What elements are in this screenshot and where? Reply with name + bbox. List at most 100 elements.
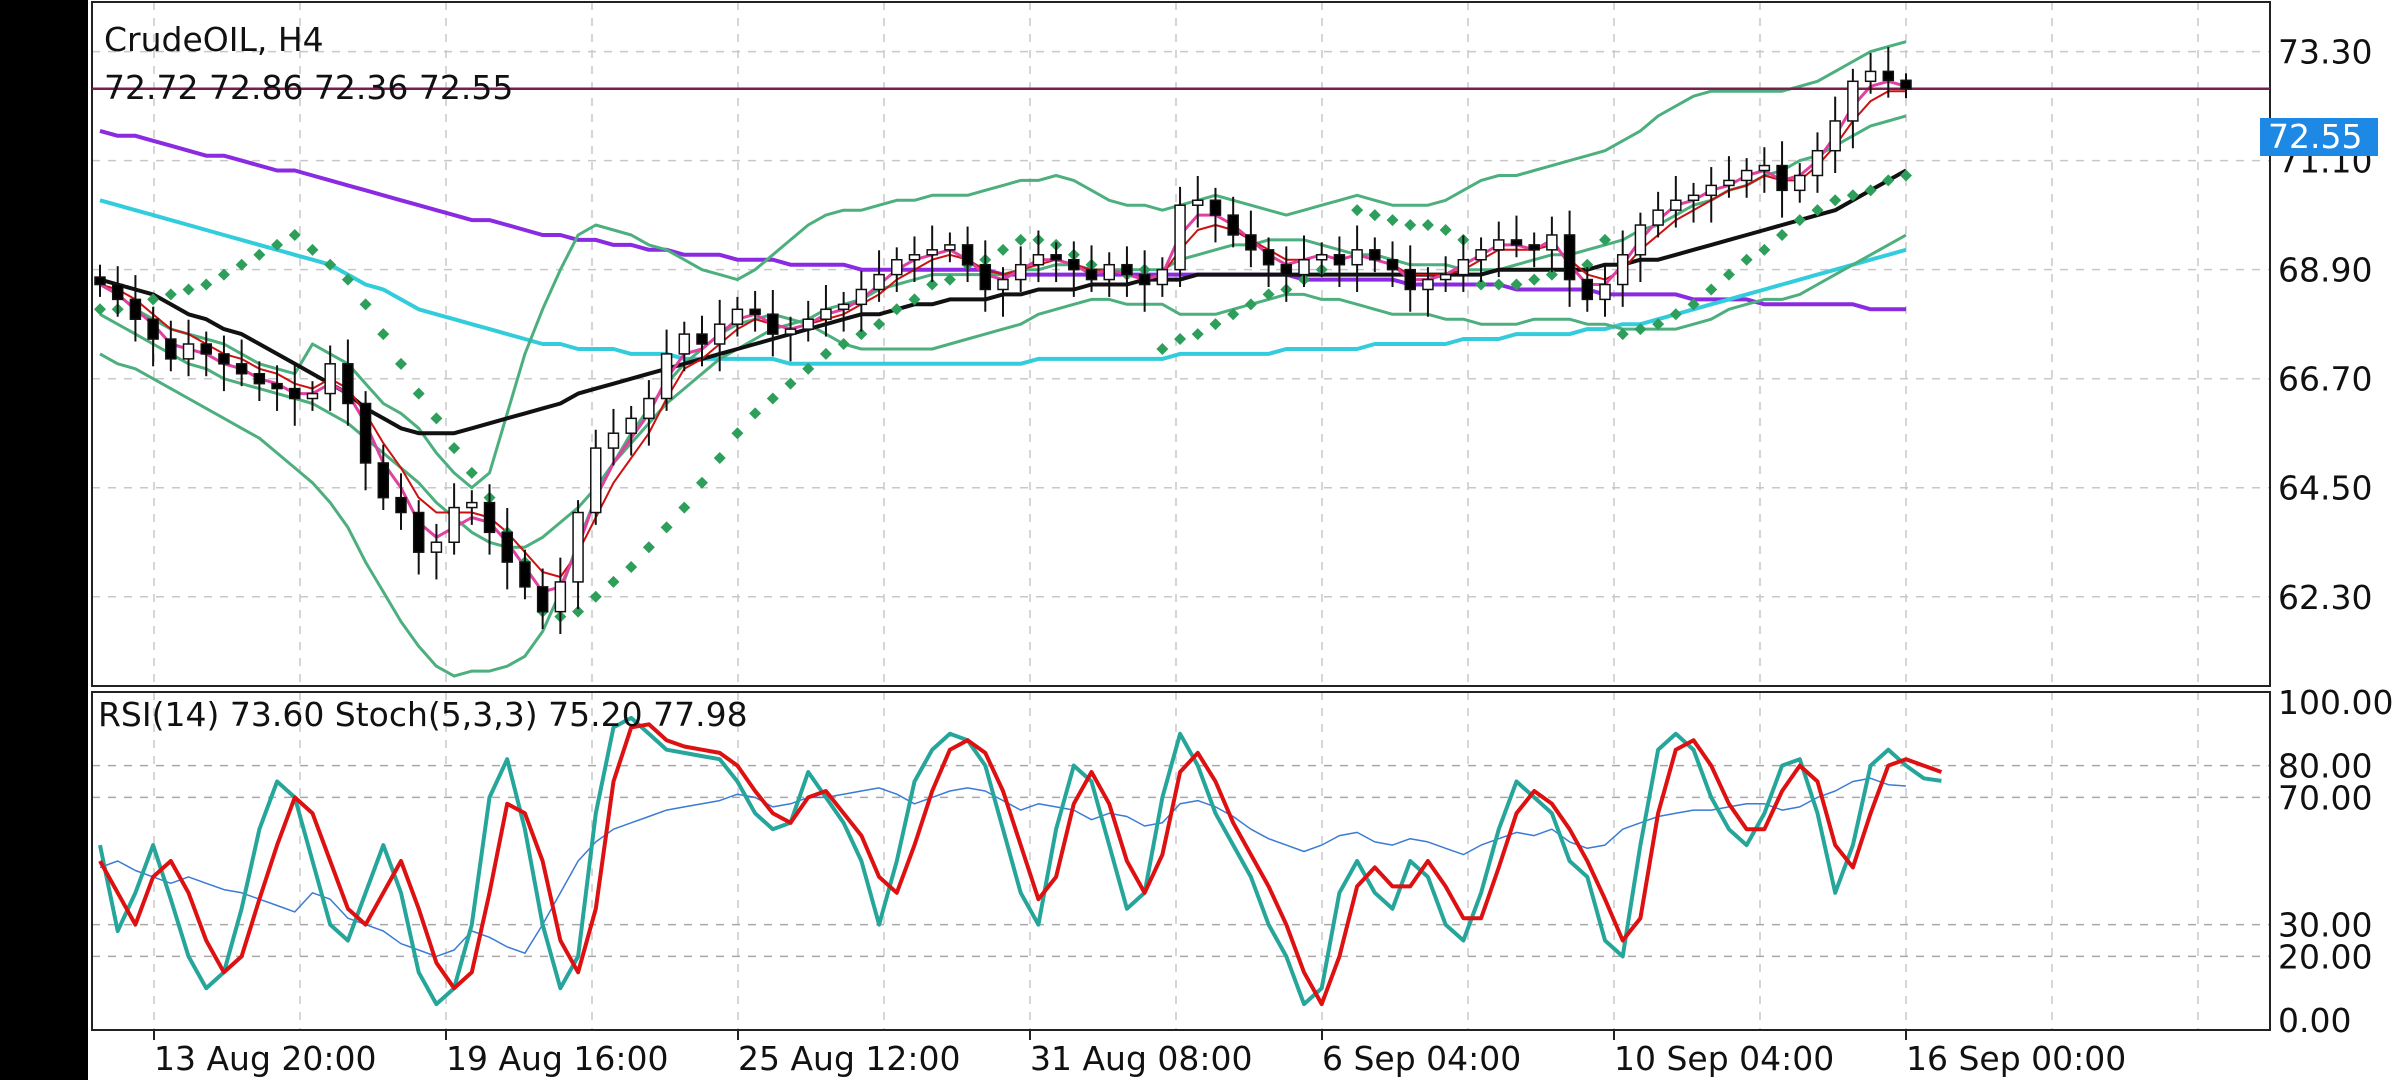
parabolic-sar-dot xyxy=(1581,258,1594,271)
candle-body xyxy=(1315,254,1328,261)
candle-body xyxy=(908,254,921,261)
candle-body xyxy=(430,541,443,553)
candle-body xyxy=(749,308,761,316)
parabolic-sar-dot xyxy=(1510,278,1523,291)
parabolic-sar-dot xyxy=(1722,268,1735,281)
candle-body xyxy=(1687,194,1700,202)
oscillator-tick-label: 100.00 xyxy=(2278,683,2393,722)
pink-fast-moving-average-line xyxy=(99,79,1907,594)
parabolic-sar-dot xyxy=(731,427,744,440)
price-tick-label: 68.90 xyxy=(2278,251,2372,290)
candle-body xyxy=(1404,268,1416,291)
main-panel-frame xyxy=(91,1,2271,687)
candle-body xyxy=(1705,184,1717,197)
candle-body xyxy=(1138,273,1151,286)
candle-body xyxy=(1528,244,1540,251)
candle-body xyxy=(1014,263,1027,281)
parabolic-sar-dot xyxy=(1368,209,1381,222)
parabolic-sar-dot xyxy=(1227,308,1240,321)
candle-body xyxy=(536,586,549,613)
candle-body xyxy=(1581,278,1594,301)
candle-body xyxy=(1245,234,1257,251)
parabolic-sar-dot xyxy=(448,442,461,455)
parabolic-sar-dot xyxy=(288,228,301,241)
candle-body xyxy=(1900,79,1912,90)
parabolic-sar-dot xyxy=(182,283,195,296)
candle-body xyxy=(1050,254,1062,261)
parabolic-sar-dot xyxy=(1687,298,1700,311)
parabolic-sar-dot xyxy=(589,590,602,603)
parabolic-sar-dot xyxy=(1545,268,1558,281)
candle-body xyxy=(961,244,974,266)
candle-body xyxy=(554,581,567,613)
parabolic-sar-dot xyxy=(1616,328,1629,341)
candle-body xyxy=(1475,249,1487,261)
parabolic-sar-dot xyxy=(1776,228,1789,241)
candle-body xyxy=(1634,224,1647,256)
time-tick-label: 6 Sep 04:00 xyxy=(1322,1039,1521,1078)
candle-body xyxy=(891,258,903,276)
parabolic-sar-dot xyxy=(749,407,762,420)
parabolic-sar-dot xyxy=(1599,233,1611,246)
parabolic-sar-dot xyxy=(1669,308,1682,321)
ohlc-readout: 72.72 72.86 72.36 72.55 xyxy=(104,68,514,107)
candle-body xyxy=(820,308,832,320)
parabolic-sar-dot xyxy=(890,303,903,316)
parabolic-sar-dot xyxy=(1900,169,1912,182)
oscillator-tick-label: 0.00 xyxy=(2278,1001,2351,1040)
candle-body xyxy=(1882,70,1895,82)
red-fast-moving-average-line xyxy=(99,90,1906,578)
parabolic-sar-dot xyxy=(1829,194,1842,207)
time-tick-label: 25 Aug 12:00 xyxy=(738,1039,961,1078)
candle-body xyxy=(1616,254,1629,286)
oscillator-title: RSI(14) 73.60 Stoch(5,3,3) 75.20 77.98 xyxy=(98,695,748,734)
rsi-line xyxy=(99,777,1907,958)
parabolic-sar-dot xyxy=(696,476,708,489)
parabolic-sar-dot xyxy=(235,258,248,271)
candle-body xyxy=(1723,179,1735,187)
candle-body xyxy=(1174,204,1186,271)
parabolic-sar-dot xyxy=(1758,243,1771,256)
candle-body xyxy=(1493,239,1505,251)
candle-body xyxy=(1156,268,1169,286)
parabolic-sar-dot xyxy=(1014,233,1027,246)
candle-body xyxy=(111,283,124,301)
candle-body xyxy=(1351,249,1363,266)
candle-body xyxy=(324,363,336,395)
parabolic-sar-dot xyxy=(713,452,726,464)
candle-body xyxy=(1457,258,1470,276)
axis-labels: 73.3071.1068.9066.7064.5062.30100.0080.0… xyxy=(153,33,2393,1078)
candle-body xyxy=(271,382,283,390)
candle-body xyxy=(1103,263,1115,281)
parabolic-sar-dot xyxy=(94,303,106,316)
candle-body xyxy=(448,506,460,544)
candle-body xyxy=(165,338,177,360)
candle-body xyxy=(696,333,708,345)
candles xyxy=(94,47,1912,634)
price-tick-label: 62.30 xyxy=(2278,578,2372,617)
stochastic-signal-line xyxy=(98,722,1943,1007)
oscillator-lines xyxy=(98,715,1943,1007)
candle-body xyxy=(873,273,885,291)
candle-body xyxy=(837,303,850,311)
candle-body xyxy=(1386,258,1399,271)
parabolic-sar-dot xyxy=(802,362,815,375)
candle-body xyxy=(1227,214,1239,236)
parabolic-sar-dot xyxy=(1209,318,1222,331)
parabolic-sar-dot xyxy=(1793,214,1806,227)
bollinger-upper-line xyxy=(99,40,1907,490)
parabolic-sar-dot xyxy=(306,243,319,256)
candle-body xyxy=(1068,258,1080,271)
candle-body xyxy=(767,313,779,335)
candle-body xyxy=(1847,80,1859,122)
parabolic-sar-dot xyxy=(1740,253,1753,266)
candle-body xyxy=(1776,164,1788,192)
parabolic-sar-dot xyxy=(1174,333,1187,346)
parabolic-sar-dot xyxy=(253,248,266,261)
candle-body xyxy=(1262,249,1275,266)
candle-body xyxy=(1298,258,1310,276)
parabolic-sar-dot xyxy=(217,268,230,281)
parabolic-sar-dot xyxy=(997,243,1009,256)
candle-body xyxy=(1209,199,1222,216)
